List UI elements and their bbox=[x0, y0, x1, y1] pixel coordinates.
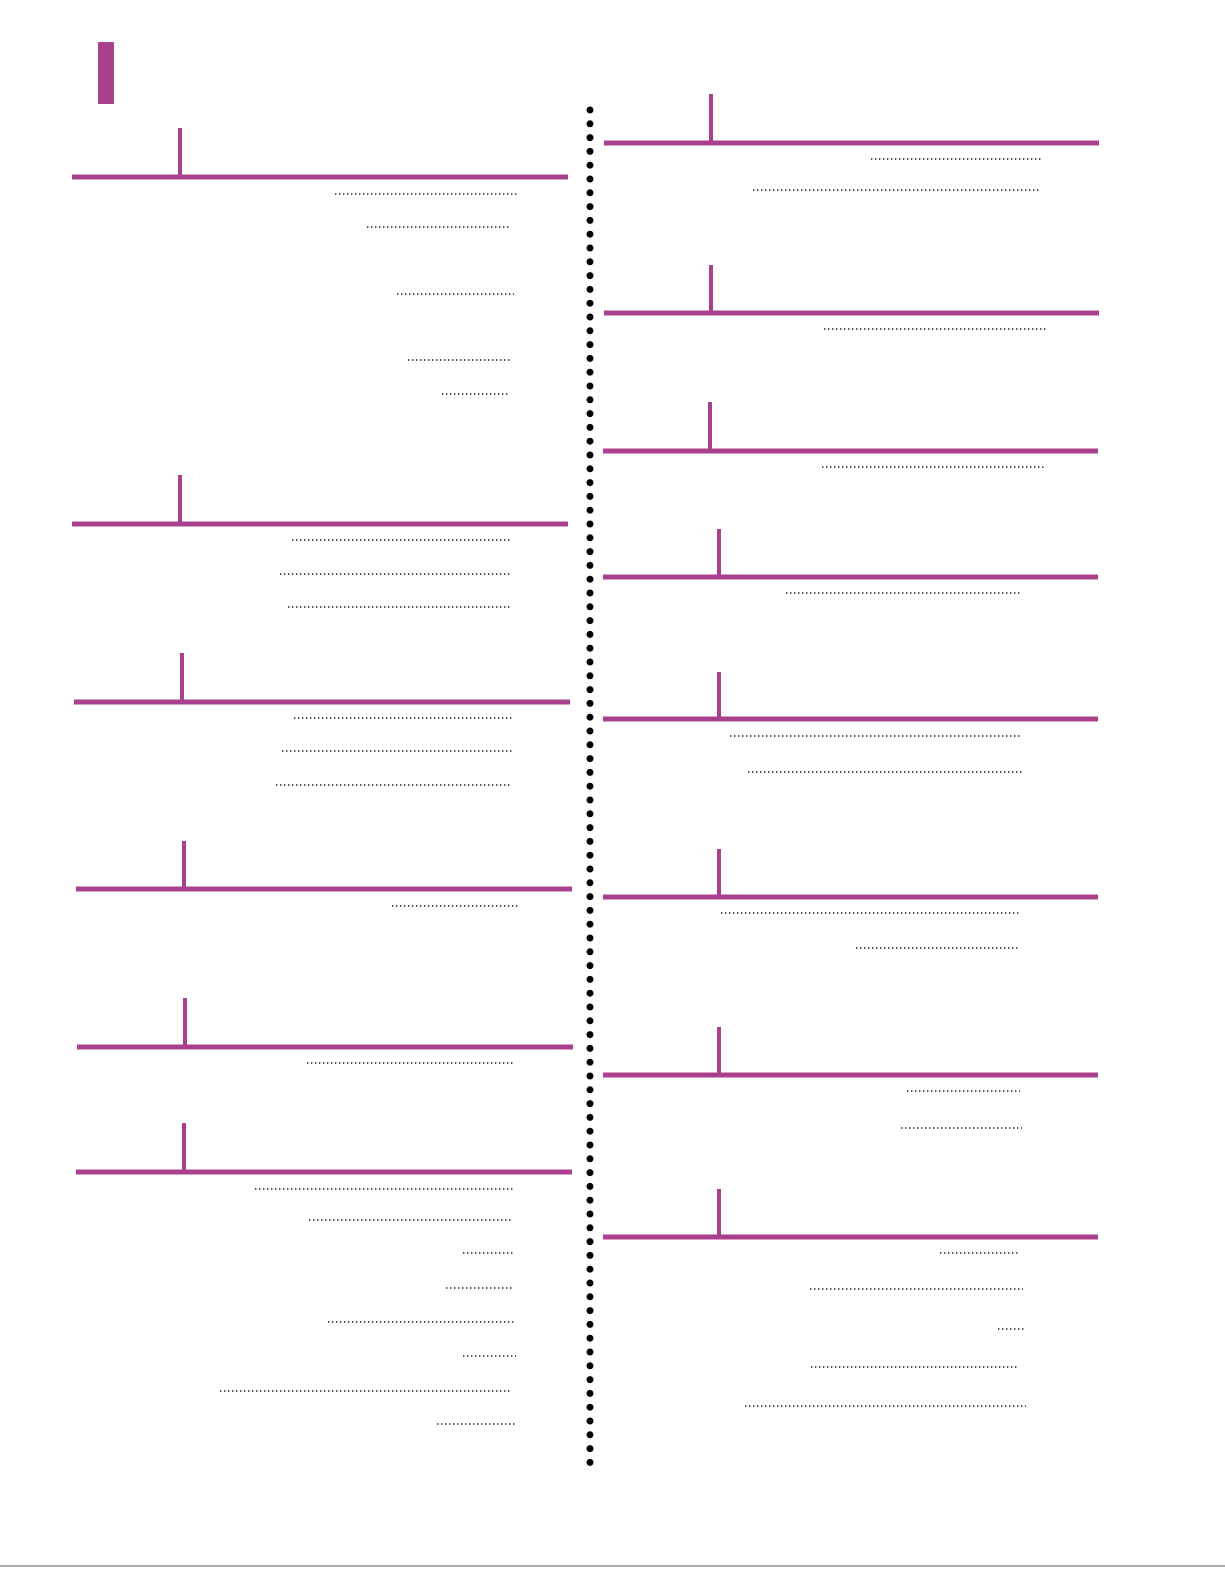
header-marker bbox=[98, 42, 114, 104]
